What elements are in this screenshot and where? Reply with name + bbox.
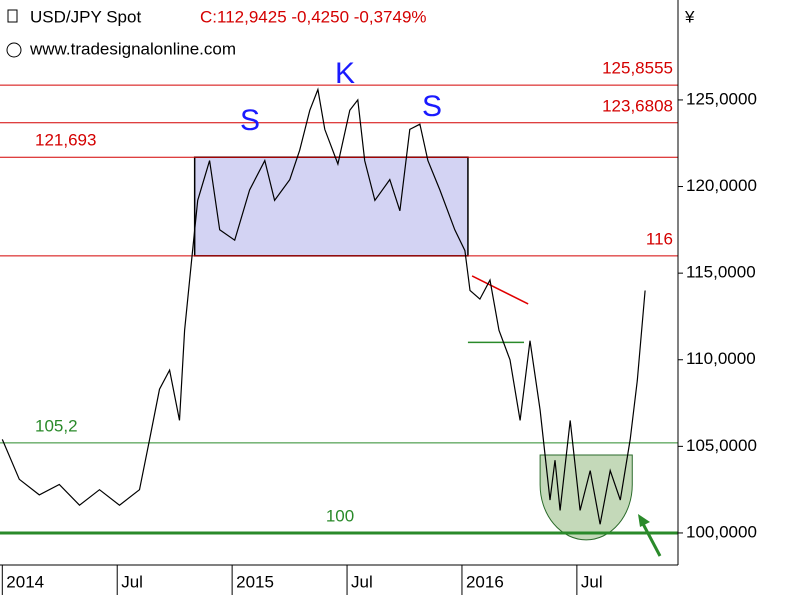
y-tick-label: 115,0000 <box>686 263 756 282</box>
chart-subtitle: C:112,9425 -0,4250 -0,3749% <box>200 7 427 26</box>
pattern-label: S <box>422 90 442 123</box>
y-tick-label: 125,0000 <box>686 89 757 108</box>
range-box <box>193 156 469 257</box>
y-tick-label: 100,0000 <box>686 522 757 541</box>
x-tick-label: 2015 <box>236 572 274 591</box>
level-label: 105,2 <box>35 416 78 435</box>
level-label: 125,8555 <box>602 59 673 78</box>
level-label: 123,6808 <box>602 96 673 115</box>
x-tick-label: Jul <box>351 572 373 591</box>
x-tick-label: 2014 <box>6 572 44 591</box>
level-label: 116 <box>646 229 673 248</box>
y-tick-label: 105,0000 <box>686 436 757 455</box>
pattern-label: K <box>335 57 355 90</box>
symbol-icon <box>7 9 18 23</box>
plot-area: 125,8555 123,6808 121,693 116 105,2 100 <box>0 59 678 541</box>
copyright-icon <box>6 42 22 58</box>
y-tick-label: 120,0000 <box>686 176 757 195</box>
arrow <box>638 514 662 557</box>
pattern-label: S <box>240 104 260 137</box>
arrow-shaft <box>639 519 662 557</box>
trend-line <box>471 275 529 305</box>
x-tick-label: 2016 <box>466 572 504 591</box>
y-tick-label: 110,0000 <box>686 349 756 368</box>
x-tick-label: Jul <box>121 572 143 591</box>
arrow-head <box>638 514 650 527</box>
level-label: 100 <box>326 506 354 525</box>
source: www.tradesignalonline.com <box>29 39 236 58</box>
level-label: 121,693 <box>35 131 96 150</box>
price-line <box>1 87 646 525</box>
chart-title: USD/JPY Spot <box>30 7 141 26</box>
y-axis-label: ¥ <box>684 7 695 26</box>
x-tick-label: Jul <box>581 572 603 591</box>
